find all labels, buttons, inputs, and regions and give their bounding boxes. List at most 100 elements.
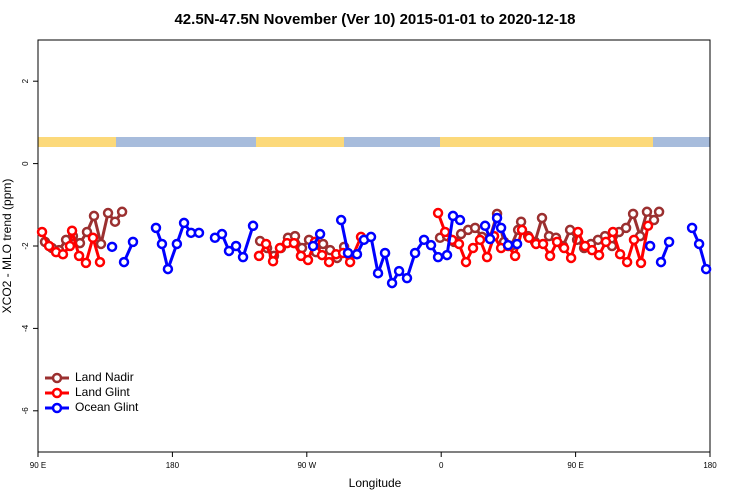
data-point [441, 249, 453, 261]
x-tick-label: 180 [166, 461, 180, 470]
legend-marker [51, 372, 63, 384]
data-point [88, 210, 100, 222]
data-point [365, 231, 377, 243]
x-tick-label: 90 W [297, 461, 316, 470]
data-point [87, 232, 99, 244]
data-point [607, 226, 619, 238]
data-point [127, 236, 139, 248]
data-point [453, 238, 465, 250]
land-band [38, 137, 116, 147]
data-point [620, 222, 632, 234]
data-point [393, 265, 405, 277]
data-point [686, 222, 698, 234]
data-point [237, 251, 249, 263]
data-point [572, 226, 584, 238]
data-point [425, 239, 437, 251]
data-point [418, 234, 430, 246]
data-point [600, 236, 612, 248]
data-point [655, 256, 667, 268]
data-point [439, 226, 451, 238]
data-point [274, 242, 286, 254]
data-point [162, 263, 174, 275]
land-band [256, 137, 344, 147]
data-point [511, 238, 523, 250]
ocean-band [116, 137, 256, 147]
data-point [454, 214, 466, 226]
data-point [106, 241, 118, 253]
data-point [515, 216, 527, 227]
data-point [178, 217, 190, 229]
data-point [663, 236, 675, 248]
data-point [401, 272, 413, 284]
data-point [593, 249, 605, 261]
data-point [317, 238, 329, 250]
y-tick-label: 2 [21, 78, 30, 83]
data-point [342, 247, 354, 259]
land-band [440, 137, 653, 147]
ocean-band [344, 137, 440, 147]
data-point [344, 256, 356, 268]
data-point [267, 255, 279, 267]
legend-marker [51, 402, 63, 414]
data-point [247, 220, 259, 232]
data-point [351, 248, 363, 260]
x-axis-label: Longitude [349, 476, 402, 490]
data-point [372, 267, 384, 279]
data-point [565, 252, 577, 264]
data-point [66, 225, 78, 237]
data-point [484, 233, 496, 245]
data-point [479, 220, 491, 232]
data-point [193, 227, 205, 239]
legend-label: Land Nadir [75, 370, 134, 384]
data-point [700, 263, 712, 275]
data-point [474, 234, 486, 246]
x-tick-label: 90 E [567, 461, 583, 470]
y-axis-label: XCO2 - MLO trend (ppm) [0, 179, 14, 314]
data-point [467, 242, 479, 254]
data-point [481, 251, 493, 263]
data-point [460, 256, 472, 268]
data-point [116, 206, 128, 218]
legend-label: Ocean Glint [75, 400, 139, 414]
data-point [171, 238, 183, 250]
data-point [95, 238, 107, 250]
data-point [469, 222, 481, 234]
data-point [314, 228, 326, 240]
data-point [386, 277, 398, 289]
data-point [537, 238, 549, 250]
data-point [653, 206, 665, 218]
data-point [644, 240, 656, 252]
data-point [502, 239, 514, 251]
data-point [307, 240, 319, 252]
data-point [323, 256, 335, 268]
data-point [491, 212, 503, 224]
x-tick-label: 0 [439, 461, 444, 470]
data-point [614, 248, 626, 260]
data-point [43, 240, 55, 252]
data-point [150, 222, 162, 234]
data-point [641, 206, 653, 218]
data-point [156, 238, 168, 250]
data-point [642, 220, 654, 232]
legend-marker [51, 387, 63, 399]
data-point [409, 247, 421, 259]
x-tick-label: 90 E [30, 461, 46, 470]
data-point [558, 242, 570, 254]
data-point [64, 240, 76, 252]
data-point [628, 234, 640, 246]
y-tick-label: -2 [21, 242, 30, 250]
data-point [109, 216, 121, 227]
data-point [73, 250, 85, 262]
data-point [621, 256, 633, 268]
data-point [432, 207, 444, 219]
data-point [36, 226, 48, 238]
data-point [118, 256, 130, 268]
data-point [253, 250, 265, 262]
data-point [509, 250, 521, 262]
data-point [335, 214, 347, 226]
data-point [379, 247, 391, 259]
y-tick-label: 0 [21, 161, 30, 166]
data-point [536, 212, 548, 224]
y-tick-label: -6 [21, 407, 30, 415]
data-point [216, 228, 228, 240]
